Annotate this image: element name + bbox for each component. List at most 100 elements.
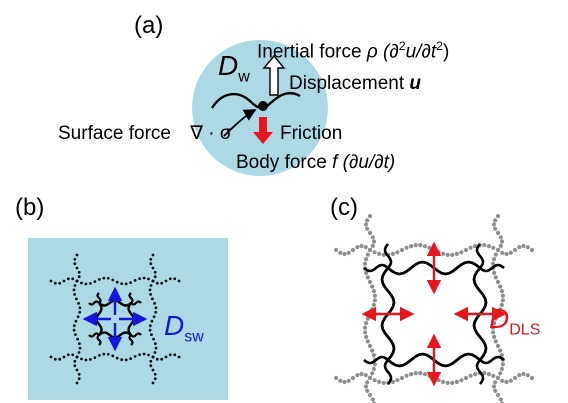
network-dot <box>76 315 80 319</box>
network-dot <box>493 252 498 257</box>
network-dot <box>142 352 146 356</box>
network-dot <box>427 373 432 378</box>
ddls-sub: DLS <box>509 321 541 339</box>
network-dot <box>370 307 375 312</box>
network-dot <box>77 377 81 381</box>
network-dot <box>49 355 53 359</box>
network-dot <box>517 245 522 250</box>
material-point-dot <box>258 101 268 111</box>
network-dot <box>133 279 137 282</box>
curve-arrow-icon <box>223 109 257 137</box>
network-dot <box>372 362 377 367</box>
network-dot <box>468 373 473 378</box>
network-dot <box>363 222 369 227</box>
network-dot <box>350 247 356 253</box>
body-force-text: Body force <box>236 152 333 173</box>
c-outer-arm-v-0 <box>363 213 377 253</box>
network-dot <box>365 316 370 321</box>
network-dot <box>499 366 504 371</box>
b-outer-arm-v-3 <box>73 355 81 385</box>
inertial-expr-close: ) <box>442 41 450 63</box>
network-dot <box>73 284 77 287</box>
network-dot <box>93 356 97 359</box>
network-dot <box>370 348 375 353</box>
network-dot <box>149 293 153 296</box>
network-dot <box>346 378 351 383</box>
network-dot <box>115 280 119 284</box>
network-dot <box>149 359 153 363</box>
network-dot <box>148 324 152 328</box>
network-dot <box>73 359 77 363</box>
inertial-sup-2: 2 <box>436 39 443 53</box>
network-dot <box>120 358 124 362</box>
network-dot <box>154 346 158 350</box>
network-dot <box>89 358 92 361</box>
network-dot <box>495 213 501 219</box>
ddls-label: DDLS <box>489 305 540 339</box>
network-dot <box>367 247 373 253</box>
network-dot <box>508 378 513 383</box>
network-dot <box>413 243 418 248</box>
core-arm <box>130 332 142 338</box>
network-dot <box>74 319 78 323</box>
network-dot <box>151 381 155 385</box>
network-dot <box>372 298 377 303</box>
inertial-force-label: Inertial force ρ (∂2u/∂t2) <box>257 39 450 63</box>
network-dot <box>500 378 505 383</box>
core-arm <box>479 355 505 365</box>
network-dot <box>93 280 97 283</box>
network-dot <box>154 310 158 314</box>
network-dot <box>491 245 496 250</box>
network-dot <box>173 353 177 357</box>
network-dot <box>441 251 446 256</box>
inertial-expr-open: (∂ <box>377 41 399 63</box>
network-dot <box>150 319 154 323</box>
network-dot <box>151 297 154 301</box>
network-dot <box>89 282 92 285</box>
network-dot <box>365 380 370 385</box>
network-dot <box>500 293 505 298</box>
network-dot <box>58 357 62 361</box>
network-dot <box>371 239 377 244</box>
outline-up-arrow-icon <box>262 54 286 96</box>
network-dot <box>148 328 152 332</box>
network-dot <box>463 247 469 253</box>
network-dot <box>367 213 373 219</box>
network-dot <box>367 392 373 398</box>
network-dot <box>441 379 446 384</box>
network-dot <box>106 276 110 280</box>
dsw-sub: sw <box>184 328 204 346</box>
panel-c-diagram <box>333 213 535 403</box>
network-dot <box>390 379 395 384</box>
network-dot <box>381 252 386 257</box>
network-dot <box>529 247 535 253</box>
network-dot <box>75 266 79 270</box>
network-dot <box>98 278 101 281</box>
network-dot <box>498 397 503 402</box>
network-dot <box>66 277 70 281</box>
network-dot <box>77 270 81 274</box>
network-dot <box>468 245 473 250</box>
network-dot <box>338 250 343 255</box>
network-dot <box>521 243 526 249</box>
network-dot <box>80 281 83 285</box>
network-dot <box>493 388 498 393</box>
network-dot <box>372 378 377 383</box>
network-dot <box>371 353 376 358</box>
network-dot <box>160 357 164 361</box>
network-dot <box>364 270 369 275</box>
network-dot <box>512 247 518 253</box>
network-dot <box>495 375 501 381</box>
ddls-d: D <box>489 303 510 334</box>
network-dot <box>492 321 497 326</box>
network-dot <box>482 243 487 248</box>
network-dot <box>436 378 441 383</box>
network-dot <box>363 261 368 266</box>
network-dot <box>78 346 82 350</box>
network-dot <box>111 278 115 282</box>
network-dot <box>491 261 496 266</box>
network-dot <box>147 277 150 281</box>
network-dot <box>450 380 455 385</box>
network-dot <box>72 324 76 328</box>
network-dot <box>395 250 400 255</box>
